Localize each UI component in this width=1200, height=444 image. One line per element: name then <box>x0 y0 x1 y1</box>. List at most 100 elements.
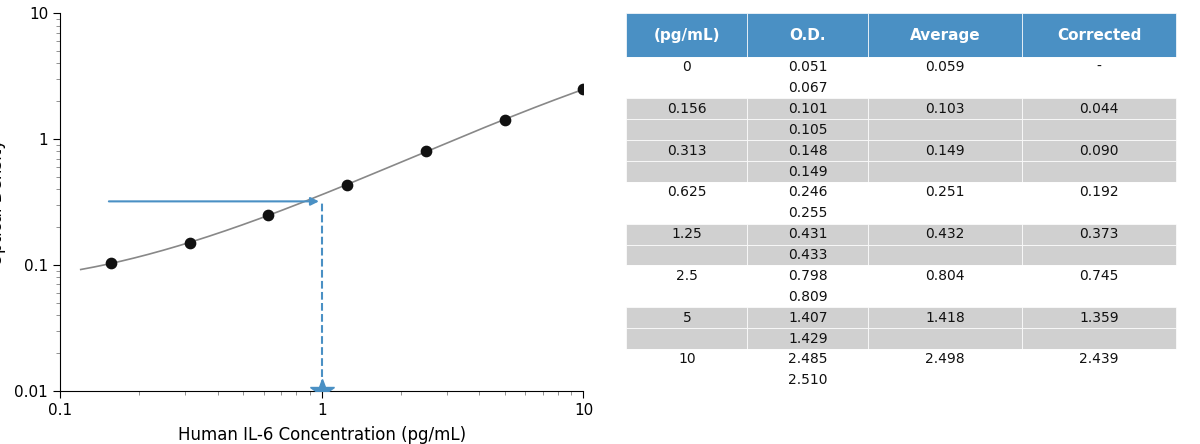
Text: 2.485: 2.485 <box>788 353 828 366</box>
Bar <box>748 57 869 78</box>
X-axis label: Human IL-6 Concentration (pg/mL): Human IL-6 Concentration (pg/mL) <box>178 426 466 444</box>
Bar <box>869 57 1022 78</box>
Text: Average: Average <box>910 28 980 43</box>
Text: 0.798: 0.798 <box>788 269 828 283</box>
Point <box>574 86 593 93</box>
Bar <box>869 245 1022 266</box>
Bar <box>869 349 1022 370</box>
Bar <box>748 245 869 266</box>
Bar <box>626 57 748 78</box>
Text: 0: 0 <box>683 60 691 74</box>
Text: 0.255: 0.255 <box>788 206 828 220</box>
Bar <box>869 286 1022 307</box>
Bar <box>626 349 748 370</box>
Text: 2.439: 2.439 <box>1079 353 1118 366</box>
Bar <box>626 182 748 203</box>
Text: 10: 10 <box>678 353 696 366</box>
Bar <box>748 266 869 286</box>
Bar <box>626 78 748 99</box>
Bar <box>626 266 748 286</box>
Bar <box>748 286 869 307</box>
Bar <box>1022 349 1176 370</box>
Point <box>180 240 199 247</box>
Bar <box>748 224 869 245</box>
Text: 1.25: 1.25 <box>672 227 702 241</box>
Bar <box>1022 13 1176 57</box>
Bar <box>748 161 869 182</box>
Bar <box>626 161 748 182</box>
Text: -: - <box>1097 60 1102 74</box>
Text: 0.313: 0.313 <box>667 144 707 158</box>
Text: 0.745: 0.745 <box>1079 269 1118 283</box>
Text: 0.148: 0.148 <box>788 144 828 158</box>
Bar <box>1022 224 1176 245</box>
Text: 0.059: 0.059 <box>925 60 965 74</box>
Text: 0.051: 0.051 <box>788 60 828 74</box>
Bar <box>1022 307 1176 328</box>
Bar <box>626 370 748 391</box>
Bar <box>1022 370 1176 391</box>
Bar <box>748 307 869 328</box>
Bar <box>869 307 1022 328</box>
Bar <box>626 203 748 224</box>
Bar <box>748 203 869 224</box>
Point <box>259 211 278 218</box>
Bar <box>1022 286 1176 307</box>
Bar <box>1022 99 1176 119</box>
Text: 0.804: 0.804 <box>925 269 965 283</box>
Text: 0.103: 0.103 <box>925 102 965 116</box>
Bar <box>748 370 869 391</box>
Y-axis label: Optical Density: Optical Density <box>0 139 6 266</box>
Point <box>101 260 120 267</box>
Bar <box>869 119 1022 140</box>
Bar <box>869 224 1022 245</box>
Bar <box>748 140 869 161</box>
Text: 2.5: 2.5 <box>676 269 697 283</box>
Bar <box>626 140 748 161</box>
Bar <box>748 13 869 57</box>
Bar <box>626 286 748 307</box>
Bar <box>869 99 1022 119</box>
Bar <box>869 182 1022 203</box>
Text: 0.192: 0.192 <box>1079 186 1118 199</box>
Text: 0.625: 0.625 <box>667 186 707 199</box>
Bar <box>626 119 748 140</box>
Text: 2.510: 2.510 <box>788 373 828 387</box>
Text: 0.373: 0.373 <box>1079 227 1118 241</box>
Bar <box>626 307 748 328</box>
Text: 0.809: 0.809 <box>788 290 828 304</box>
Text: 0.090: 0.090 <box>1079 144 1118 158</box>
Text: 0.246: 0.246 <box>788 186 828 199</box>
Text: 1.418: 1.418 <box>925 311 965 325</box>
Bar <box>626 328 748 349</box>
Text: Corrected: Corrected <box>1057 28 1141 43</box>
Bar <box>869 266 1022 286</box>
Text: 0.433: 0.433 <box>788 248 828 262</box>
Text: (pg/mL): (pg/mL) <box>654 28 720 43</box>
Bar <box>869 203 1022 224</box>
Bar <box>748 119 869 140</box>
Bar <box>1022 266 1176 286</box>
Bar <box>626 224 748 245</box>
Bar <box>1022 245 1176 266</box>
Bar <box>1022 328 1176 349</box>
Text: 1.407: 1.407 <box>788 311 828 325</box>
Bar <box>869 13 1022 57</box>
Bar <box>1022 203 1176 224</box>
Text: 0.149: 0.149 <box>788 165 828 178</box>
Bar <box>1022 161 1176 182</box>
Bar <box>748 349 869 370</box>
Text: 1.429: 1.429 <box>788 332 828 345</box>
Bar <box>748 78 869 99</box>
Text: 0.044: 0.044 <box>1079 102 1118 116</box>
Text: 0.101: 0.101 <box>788 102 828 116</box>
Text: 5: 5 <box>683 311 691 325</box>
Point <box>496 116 515 123</box>
Text: 0.156: 0.156 <box>667 102 707 116</box>
Text: 0.149: 0.149 <box>925 144 965 158</box>
Bar <box>748 182 869 203</box>
Bar <box>1022 78 1176 99</box>
Bar <box>1022 119 1176 140</box>
Point <box>337 182 356 189</box>
Text: O.D.: O.D. <box>790 28 826 43</box>
